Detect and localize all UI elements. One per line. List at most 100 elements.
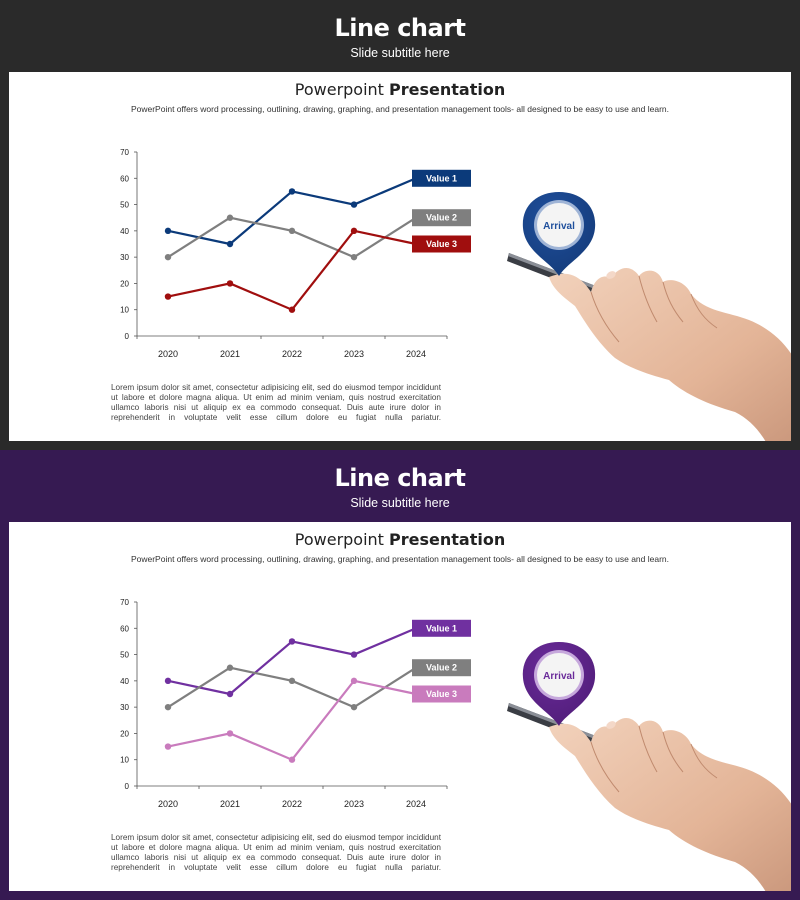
x-tick-label: 2021: [220, 799, 240, 809]
x-tick-label: 2021: [220, 349, 240, 359]
slide-title: Line chart: [334, 464, 466, 492]
data-point: [288, 638, 296, 645]
data-point: [226, 664, 234, 671]
pin-center: [537, 653, 581, 697]
data-point: [226, 730, 234, 737]
y-tick-label: 60: [120, 174, 129, 183]
series-label: Value 1: [426, 173, 457, 183]
y-tick-label: 30: [120, 253, 129, 262]
y-tick-label: 0: [125, 332, 130, 341]
data-point: [164, 703, 172, 711]
content-panel: Powerpoint Presentation PowerPoint offer…: [9, 522, 791, 891]
series-line: [167, 679, 417, 762]
y-tick-label: 0: [125, 782, 130, 791]
data-point: [164, 743, 172, 750]
series-label-box: [412, 169, 471, 187]
slide-subtitle: Slide subtitle here: [350, 46, 450, 60]
y-tick-label: 50: [120, 201, 129, 210]
y-tick-label: 20: [120, 279, 129, 288]
data-point: [288, 227, 296, 235]
data-point: [164, 253, 172, 261]
series-label-box: [412, 235, 471, 253]
intro-text: PowerPoint offers word processing, outli…: [130, 104, 670, 114]
series-label-box: [412, 619, 471, 637]
series-line: [167, 216, 417, 259]
slide-header: Line chart Slide subtitle here: [0, 450, 800, 522]
hand-phone-illustration: Arrival: [507, 192, 791, 441]
finger-crease: [690, 743, 718, 779]
x-tick-label: 2023: [344, 349, 364, 359]
y-tick-label: 70: [120, 598, 129, 607]
data-point: [350, 253, 358, 261]
data-point: [288, 756, 296, 763]
x-tick-label: 2020: [158, 799, 178, 809]
series-label: Value 1: [426, 623, 457, 633]
series-line: [167, 229, 417, 312]
finger-crease: [662, 281, 684, 323]
finger-crease: [662, 731, 684, 773]
finger-crease: [638, 725, 658, 773]
x-tick-label: 2023: [344, 799, 364, 809]
pin-center: [537, 203, 581, 247]
thumbnail: [606, 271, 616, 279]
slide-1: Line chart Slide subtitle here Powerpoin…: [0, 0, 800, 450]
line-chart: 0 10 20 30 40 50 60 70 2020 2021 2022 2023 2024 Value…: [120, 148, 471, 359]
heading-light: Powerpoint: [294, 80, 390, 99]
body-text: Lorem ipsum dolor sit amet, consectetur …: [111, 833, 441, 872]
y-tick-label: 40: [120, 677, 129, 686]
series-label: Value 3: [426, 239, 457, 249]
x-tick-label: 2020: [158, 349, 178, 359]
series-line: [167, 666, 417, 709]
series-label-box: [412, 659, 471, 677]
hand: [549, 718, 791, 891]
series-label: Value 3: [426, 689, 457, 699]
finger-crease: [638, 275, 658, 323]
data-point: [226, 690, 234, 698]
data-point: [288, 188, 296, 195]
slide-header: Line chart Slide subtitle here: [0, 0, 800, 72]
pin-label: Arrival: [543, 221, 575, 232]
y-tick-label: 60: [120, 624, 129, 633]
data-point: [350, 227, 358, 235]
hand-phone-illustration: Arrival: [507, 642, 791, 891]
data-point: [350, 703, 358, 711]
series-label-box: [412, 209, 471, 227]
x-tick-label: 2022: [282, 799, 302, 809]
x-tick-label: 2024: [406, 349, 426, 359]
intro-text: PowerPoint offers word processing, outli…: [130, 554, 670, 564]
slide-2: Line chart Slide subtitle here Powerpoin…: [0, 450, 800, 900]
data-point: [350, 651, 358, 658]
presentation-heading: Powerpoint Presentation: [9, 530, 791, 549]
x-tick-label: 2024: [406, 799, 426, 809]
y-tick-label: 10: [120, 756, 129, 765]
data-point: [226, 280, 234, 287]
data-point: [350, 677, 358, 685]
data-point: [164, 227, 172, 235]
y-tick-label: 40: [120, 227, 129, 236]
series-label: Value 2: [426, 663, 457, 673]
y-tick-label: 10: [120, 306, 129, 315]
line-chart: 0 10 20 30 40 50 60 70 2020 2021 2022 2023 2024 Value…: [120, 598, 471, 809]
slide-subtitle: Slide subtitle here: [350, 496, 450, 510]
data-point: [164, 677, 172, 685]
presentation-heading: Powerpoint Presentation: [9, 80, 791, 99]
finger-crease: [590, 741, 620, 793]
y-tick-label: 20: [120, 729, 129, 738]
heading-bold: Presentation: [389, 80, 506, 99]
data-point: [288, 306, 296, 313]
body-text: Lorem ipsum dolor sit amet, consectetur …: [111, 383, 441, 422]
content-panel: Powerpoint Presentation PowerPoint offer…: [9, 72, 791, 441]
data-point: [164, 293, 172, 300]
heading-light: Powerpoint: [294, 530, 390, 549]
y-tick-label: 30: [120, 703, 129, 712]
hand: [549, 268, 791, 441]
pin-label: Arrival: [543, 671, 575, 682]
series-label: Value 2: [426, 213, 457, 223]
data-point: [288, 677, 296, 685]
finger-crease: [590, 291, 620, 343]
data-point: [226, 240, 234, 248]
slide-title: Line chart: [334, 14, 466, 42]
y-tick-label: 70: [120, 148, 129, 157]
heading-bold: Presentation: [389, 530, 506, 549]
thumbnail: [606, 721, 616, 729]
